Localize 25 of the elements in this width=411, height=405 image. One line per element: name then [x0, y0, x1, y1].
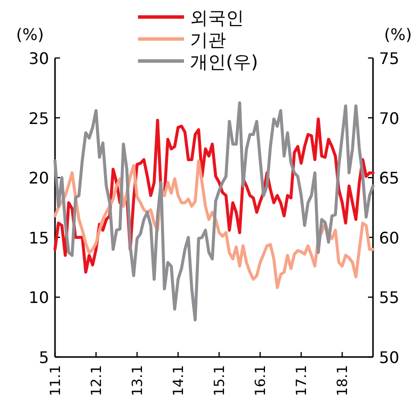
legend: 기관 [190, 30, 226, 51]
legend: 외국인 [190, 8, 244, 29]
legend: 개인(우) [190, 52, 258, 73]
xtick: 12.1 [89, 365, 106, 396]
xtick: 17.1 [294, 365, 310, 396]
ytick: 15 [28, 228, 49, 248]
y2tick: 55 [379, 288, 400, 308]
xtick: 15.1 [212, 365, 228, 396]
ytick: 25 [28, 108, 49, 128]
xtick: 18.1 [335, 365, 352, 396]
y2tick: 65 [379, 168, 400, 188]
ytick: 10 [28, 288, 49, 308]
xtick: 16.1 [253, 365, 270, 396]
ytick: 5 [38, 348, 49, 367]
y2tick: 70 [379, 108, 400, 128]
ytick: 20 [28, 168, 49, 188]
ylabel: (%) [16, 25, 44, 44]
xtick: 13.1 [130, 365, 146, 396]
y2tick: 75 [379, 49, 400, 68]
y2tick: 60 [379, 228, 400, 248]
xtick: 14.1 [171, 365, 188, 396]
ytick: 30 [28, 49, 49, 68]
xtick: 11.1 [48, 365, 64, 396]
y2label: (%) [384, 25, 411, 44]
y2tick: 50 [379, 348, 400, 367]
